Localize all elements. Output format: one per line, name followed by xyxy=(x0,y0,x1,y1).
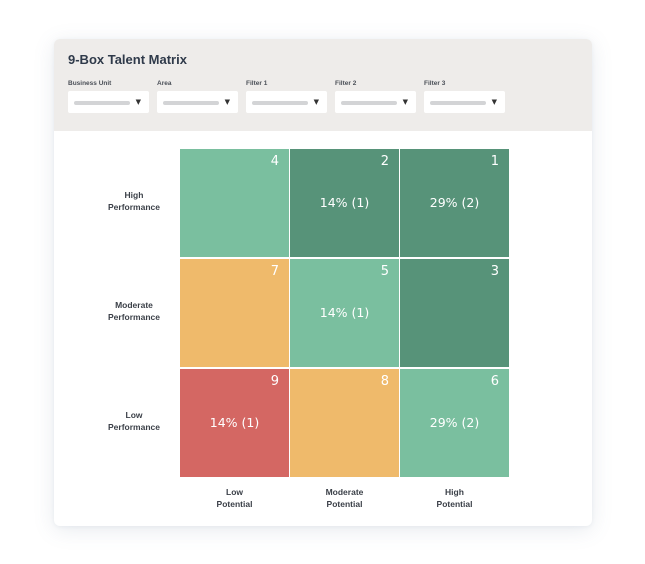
select-placeholder-bar xyxy=(74,101,130,105)
select-placeholder-bar xyxy=(341,101,397,105)
filter-label: Filter 2 xyxy=(335,80,357,87)
col-label-low-potential: Low Potential xyxy=(180,486,289,510)
filter-1-select[interactable]: ▼ xyxy=(246,91,327,113)
box-number: 2 xyxy=(380,154,389,169)
filter-business-unit: Business Unit ▼ xyxy=(68,79,149,113)
matrix-cell-6[interactable]: 6 29% (2) xyxy=(400,369,509,477)
col-label-line: Potential xyxy=(216,499,253,509)
row-label-low-performance: Low Performance xyxy=(94,409,174,433)
page-title: 9-Box Talent Matrix xyxy=(68,52,187,67)
card-header: 9-Box Talent Matrix Business Unit ▼ Area… xyxy=(54,39,592,131)
row-label-high-performance: High Performance xyxy=(94,189,174,213)
row-label-line: Performance xyxy=(108,422,160,432)
filter-label: Filter 3 xyxy=(424,80,446,87)
filter-1: Filter 1 ▼ xyxy=(246,79,327,113)
col-label-line: High xyxy=(445,487,464,497)
filter-2: Filter 2 ▼ xyxy=(335,79,416,113)
box-value: 14% (1) xyxy=(209,415,260,430)
col-label-line: Low xyxy=(226,487,243,497)
box-number: 7 xyxy=(270,264,279,279)
row-label-line: Moderate xyxy=(115,300,153,310)
select-placeholder-bar xyxy=(163,101,219,105)
caret-down-icon: ▼ xyxy=(491,98,497,106)
business-unit-select[interactable]: ▼ xyxy=(68,91,149,113)
matrix-cell-4[interactable]: 4 xyxy=(180,149,289,257)
filter-2-select[interactable]: ▼ xyxy=(335,91,416,113)
col-label-line: Potential xyxy=(436,499,473,509)
filter-3-select[interactable]: ▼ xyxy=(424,91,505,113)
matrix-cell-9[interactable]: 9 14% (1) xyxy=(180,369,289,477)
box-number: 4 xyxy=(270,154,279,169)
matrix-cell-7[interactable]: 7 xyxy=(180,259,289,367)
filter-label: Filter 1 xyxy=(246,80,268,87)
caret-down-icon: ▼ xyxy=(313,98,319,106)
col-label-line: Potential xyxy=(326,499,363,509)
box-value: 29% (2) xyxy=(429,415,480,430)
matrix-cell-8[interactable]: 8 xyxy=(290,369,399,477)
row-label-line: High xyxy=(124,190,144,200)
filter-label: Area xyxy=(157,80,172,87)
filter-label: Business Unit xyxy=(68,80,112,87)
col-label-moderate-potential: Moderate Potential xyxy=(290,486,399,510)
caret-down-icon: ▼ xyxy=(135,98,141,106)
box-value: 14% (1) xyxy=(319,195,370,210)
box-number: 8 xyxy=(380,374,389,389)
matrix-cell-2[interactable]: 2 14% (1) xyxy=(290,149,399,257)
talent-matrix-card: 9-Box Talent Matrix Business Unit ▼ Area… xyxy=(54,39,592,526)
box-number: 5 xyxy=(380,264,389,279)
row-label-line: Performance xyxy=(108,202,160,212)
box-number: 1 xyxy=(490,154,499,169)
nine-box-grid: 4 2 14% (1) 1 29% (2) 7 5 14% (1) 3 xyxy=(180,149,510,478)
box-number: 9 xyxy=(270,374,279,389)
select-placeholder-bar xyxy=(252,101,308,105)
area-select[interactable]: ▼ xyxy=(157,91,238,113)
caret-down-icon: ▼ xyxy=(224,98,230,106)
matrix-cell-1[interactable]: 1 29% (2) xyxy=(400,149,509,257)
col-label-line: Moderate xyxy=(325,487,364,497)
row-label-line: Performance xyxy=(108,312,160,322)
row-label-line: Low xyxy=(125,410,143,420)
matrix-cell-3[interactable]: 3 xyxy=(400,259,509,367)
col-label-high-potential: High Potential xyxy=(400,486,509,510)
caret-down-icon: ▼ xyxy=(402,98,408,106)
select-placeholder-bar xyxy=(430,101,486,105)
box-number: 6 xyxy=(490,374,499,389)
filter-3: Filter 3 ▼ xyxy=(424,79,505,113)
box-value: 29% (2) xyxy=(429,195,480,210)
box-number: 3 xyxy=(490,264,499,279)
row-label-moderate-performance: Moderate Performance xyxy=(94,299,174,323)
box-value: 14% (1) xyxy=(319,305,370,320)
matrix-cell-5[interactable]: 5 14% (1) xyxy=(290,259,399,367)
filter-area: Area ▼ xyxy=(157,79,238,113)
